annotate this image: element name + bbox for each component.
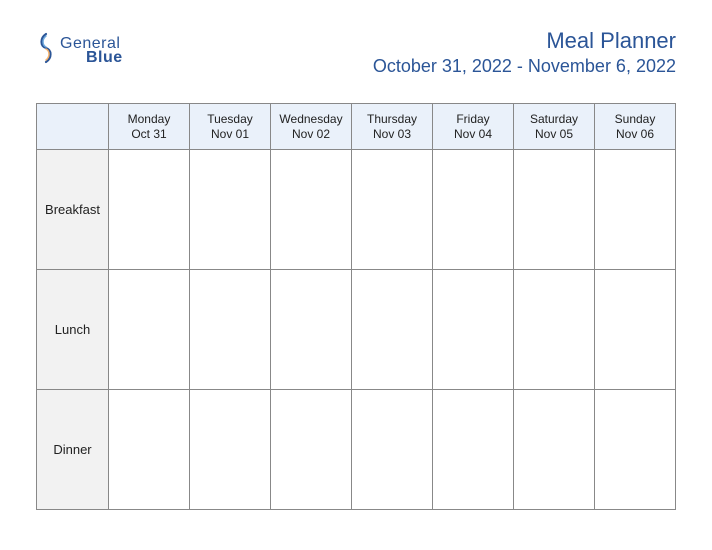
day-date: Nov 04 [433, 127, 513, 142]
cell-breakfast-wednesday[interactable] [271, 150, 352, 270]
day-head-thursday: Thursday Nov 03 [352, 104, 433, 150]
cell-dinner-sunday[interactable] [595, 390, 676, 510]
cell-breakfast-friday[interactable] [433, 150, 514, 270]
day-head-monday: Monday Oct 31 [109, 104, 190, 150]
day-date: Nov 05 [514, 127, 594, 142]
cell-dinner-saturday[interactable] [514, 390, 595, 510]
page-subtitle: October 31, 2022 - November 6, 2022 [373, 56, 676, 77]
day-date: Nov 03 [352, 127, 432, 142]
cell-lunch-tuesday[interactable] [190, 270, 271, 390]
day-head-wednesday: Wednesday Nov 02 [271, 104, 352, 150]
page-title: Meal Planner [373, 28, 676, 54]
logo-swirl-icon [36, 32, 56, 69]
table-header-row: Monday Oct 31 Tuesday Nov 01 Wednesday N… [37, 104, 676, 150]
table-row-lunch: Lunch [37, 270, 676, 390]
corner-cell [37, 104, 109, 150]
cell-dinner-wednesday[interactable] [271, 390, 352, 510]
day-date: Nov 06 [595, 127, 675, 142]
day-name: Thursday [352, 112, 432, 127]
logo: General Blue [36, 28, 123, 69]
day-name: Tuesday [190, 112, 270, 127]
cell-dinner-tuesday[interactable] [190, 390, 271, 510]
cell-dinner-friday[interactable] [433, 390, 514, 510]
cell-lunch-saturday[interactable] [514, 270, 595, 390]
table-row-dinner: Dinner [37, 390, 676, 510]
cell-breakfast-saturday[interactable] [514, 150, 595, 270]
table-row-breakfast: Breakfast [37, 150, 676, 270]
day-name: Sunday [595, 112, 675, 127]
meal-head-breakfast: Breakfast [37, 150, 109, 270]
day-date: Nov 02 [271, 127, 351, 142]
day-name: Wednesday [271, 112, 351, 127]
cell-dinner-monday[interactable] [109, 390, 190, 510]
cell-breakfast-tuesday[interactable] [190, 150, 271, 270]
day-head-saturday: Saturday Nov 05 [514, 104, 595, 150]
day-name: Saturday [514, 112, 594, 127]
logo-text: General Blue [60, 36, 123, 66]
day-date: Oct 31 [109, 127, 189, 142]
cell-lunch-friday[interactable] [433, 270, 514, 390]
meal-planner-table: Monday Oct 31 Tuesday Nov 01 Wednesday N… [36, 103, 676, 510]
day-head-sunday: Sunday Nov 06 [595, 104, 676, 150]
logo-word-blue: Blue [60, 50, 123, 66]
day-name: Monday [109, 112, 189, 127]
header-row: General Blue Meal Planner October 31, 20… [36, 28, 676, 77]
day-head-tuesday: Tuesday Nov 01 [190, 104, 271, 150]
day-date: Nov 01 [190, 127, 270, 142]
cell-breakfast-monday[interactable] [109, 150, 190, 270]
cell-dinner-thursday[interactable] [352, 390, 433, 510]
title-block: Meal Planner October 31, 2022 - November… [373, 28, 676, 77]
cell-lunch-monday[interactable] [109, 270, 190, 390]
day-head-friday: Friday Nov 04 [433, 104, 514, 150]
cell-breakfast-sunday[interactable] [595, 150, 676, 270]
cell-lunch-sunday[interactable] [595, 270, 676, 390]
meal-head-dinner: Dinner [37, 390, 109, 510]
cell-lunch-wednesday[interactable] [271, 270, 352, 390]
meal-head-lunch: Lunch [37, 270, 109, 390]
cell-breakfast-thursday[interactable] [352, 150, 433, 270]
day-name: Friday [433, 112, 513, 127]
cell-lunch-thursday[interactable] [352, 270, 433, 390]
